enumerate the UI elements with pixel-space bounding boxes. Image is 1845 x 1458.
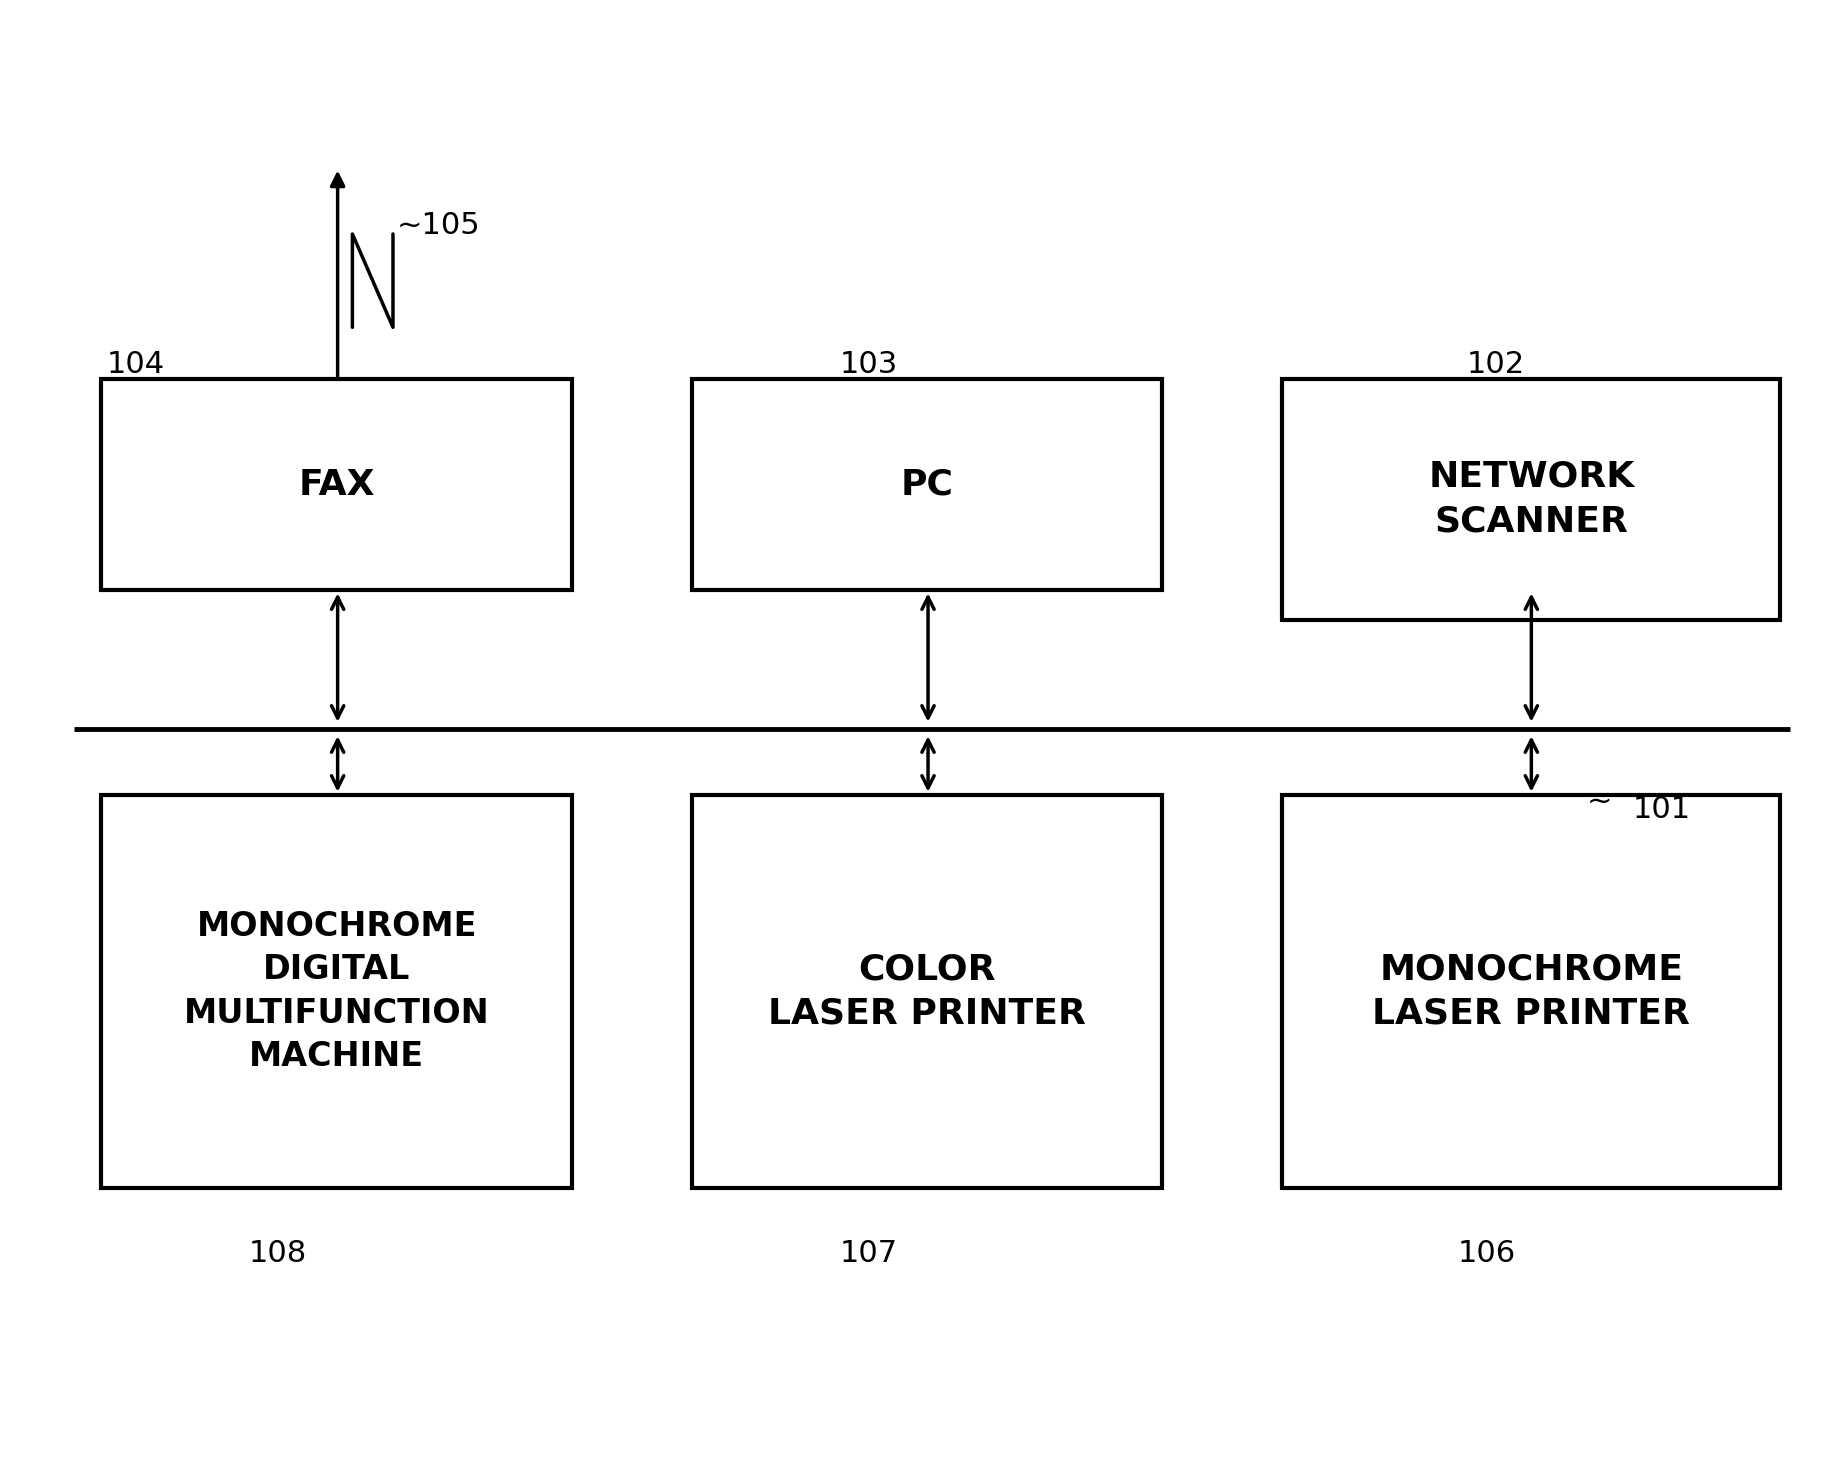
Text: PC: PC [900,468,954,502]
Text: 108: 108 [249,1239,308,1268]
Text: MONOCHROME
DIGITAL
MULTIFUNCTION
MACHINE: MONOCHROME DIGITAL MULTIFUNCTION MACHINE [184,910,489,1073]
Bar [692,795,1162,1188]
Text: 102: 102 [1467,350,1526,379]
Bar [1282,795,1780,1188]
Text: 101: 101 [1633,795,1692,824]
Bar [101,379,572,590]
Text: 106: 106 [1458,1239,1517,1268]
Text: 103: 103 [839,350,899,379]
Text: COLOR
LASER PRINTER: COLOR LASER PRINTER [768,952,1087,1031]
Text: FAX: FAX [299,468,375,502]
Text: 107: 107 [839,1239,899,1268]
Bar [692,379,1162,590]
Text: NETWORK
SCANNER: NETWORK SCANNER [1428,459,1635,539]
Text: 104: 104 [107,350,166,379]
Text: ~105: ~105 [397,211,480,241]
Text: ~: ~ [1587,787,1613,816]
Bar [1282,379,1780,620]
Text: MONOCHROME
LASER PRINTER: MONOCHROME LASER PRINTER [1373,952,1690,1031]
Bar [101,795,572,1188]
